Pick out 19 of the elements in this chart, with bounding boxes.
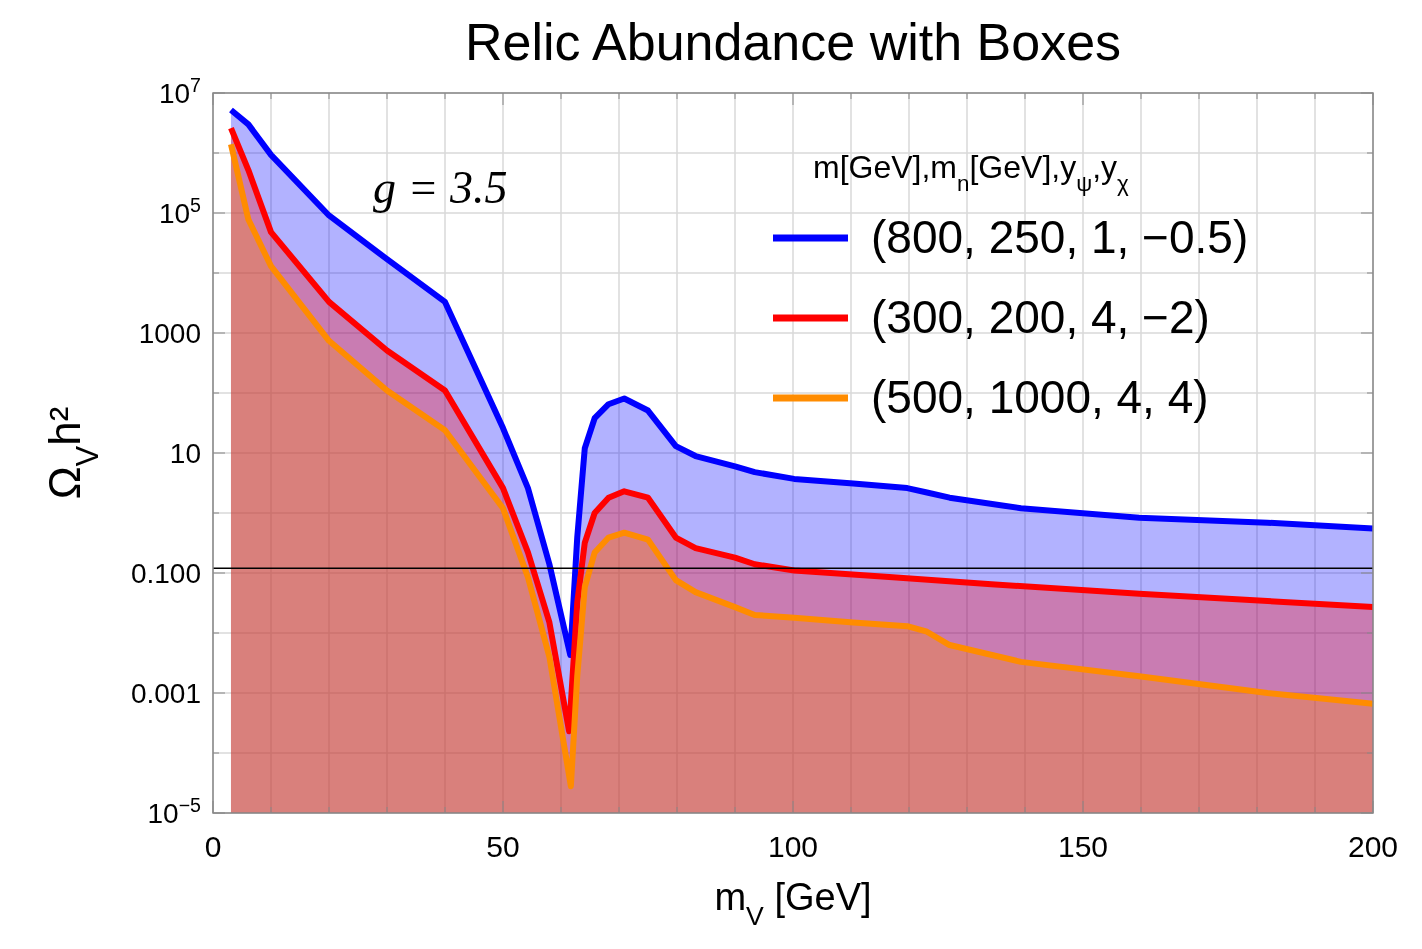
- y-tick-label: 1000: [138, 318, 201, 349]
- y-tick-label: 10$^{7}$: [158, 74, 201, 109]
- legend-label: (500, 1000, 4, 4): [871, 371, 1209, 423]
- legend-label: (800, 250, 1, −0.5): [871, 211, 1249, 263]
- chart-title: Relic Abundance with Boxes: [464, 13, 1122, 71]
- y-tick-label: 0.100: [130, 558, 201, 589]
- x-tick-label: 0: [204, 830, 222, 863]
- annotation: g = 3.5: [373, 162, 508, 213]
- y-tick-label: 10: [169, 438, 201, 469]
- y-tick-label: 10$^{−5}$: [147, 794, 202, 829]
- legend-title: m[GeV],m$_{n}$[GeV],y$_{ψ}$,y$_{χ}$: [813, 149, 1130, 196]
- y-tick-label: 0.001: [130, 678, 201, 709]
- legend-label: (300, 200, 4, −2): [871, 291, 1210, 343]
- x-tick-label: 100: [767, 830, 819, 863]
- x-axis-title: m$_{V}$ [GeV]: [714, 876, 872, 931]
- y-tick-label: 10$^{5}$: [158, 194, 202, 229]
- x-tick-label: 200: [1347, 830, 1399, 863]
- x-tick-label: 150: [1057, 830, 1109, 863]
- x-tick-label: 50: [486, 830, 520, 863]
